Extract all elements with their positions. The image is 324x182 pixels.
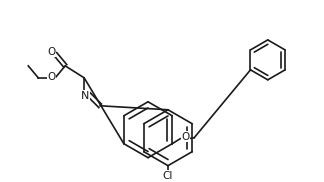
Text: O: O (47, 47, 55, 57)
Text: O: O (47, 72, 55, 82)
Text: O: O (181, 132, 189, 142)
Text: Cl: Cl (163, 171, 173, 181)
Text: N: N (81, 91, 89, 101)
